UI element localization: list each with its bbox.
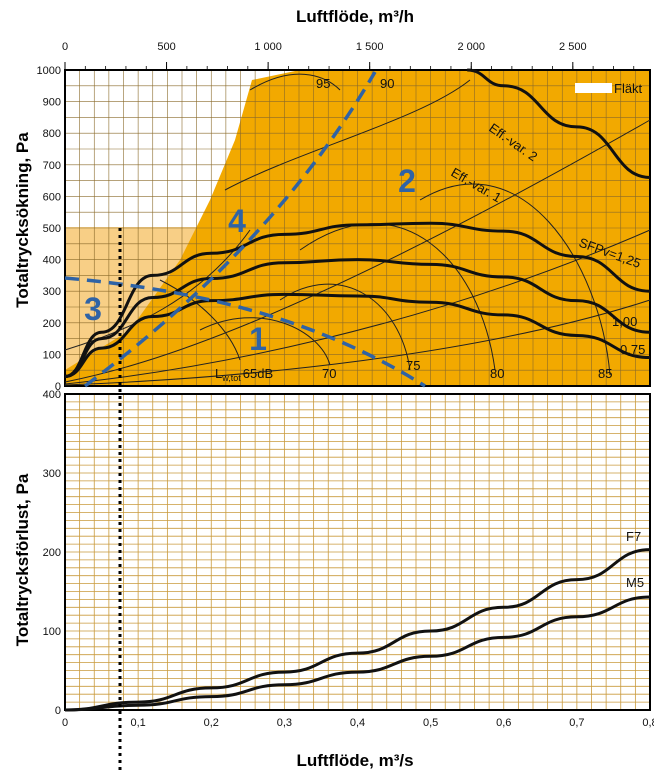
upper-y-tick-label: 1000	[37, 65, 61, 77]
fan-curves	[64, 68, 651, 379]
sound-label-80: 80	[490, 366, 504, 381]
upper-grid	[65, 70, 650, 386]
upper-y-tick-label: 700	[43, 160, 61, 172]
series-label-f7: F7	[626, 529, 641, 544]
bottom-axis-ticks: 0 0,1 0,2 0,3 0,4 0,5 0,6 0,7 0,8	[62, 717, 654, 729]
top-tick-label: 1 000	[254, 41, 282, 53]
upper-y-tick-label: 800	[43, 128, 61, 140]
bottom-tick-label: 0,1	[130, 717, 145, 729]
upper-y-axis-title: Totaltrycksökning, Pa	[13, 132, 32, 308]
upper-y-ticks: 0 100 200 300 400 500 600 700 800 900 1000	[37, 65, 61, 393]
zone-label-1: 1	[249, 321, 267, 357]
upper-y-tick-label: 300	[43, 286, 61, 298]
top-tick-label: 2 500	[559, 41, 587, 53]
sound-label-75: 75	[406, 358, 420, 373]
bottom-tick-label: 0,2	[204, 717, 219, 729]
zone-label-3: 3	[84, 291, 102, 327]
bottom-tick-label: 0,7	[569, 717, 584, 729]
upper-y-tick-label: 600	[43, 191, 61, 203]
series-line-f7	[64, 548, 651, 712]
bottom-tick-label: 0,4	[350, 717, 365, 729]
top-axis-title: Luftflöde, m³/h	[296, 7, 414, 26]
curve-label-sfp075: 0,75	[620, 342, 645, 357]
bottom-tick-label: 0,3	[277, 717, 292, 729]
upper-y-tick-label: 900	[43, 97, 61, 109]
upper-plot-frame	[64, 69, 651, 387]
series-label-m5: M5	[626, 575, 644, 590]
sound-label-90: 90	[380, 76, 394, 91]
sound-label-85: 85	[598, 366, 612, 381]
top-tick-label: 500	[157, 41, 175, 53]
legend-label: Fläkt	[614, 81, 643, 96]
bottom-tick-label: 0	[62, 717, 68, 729]
lower-y-ticks: 0 100 200 300 400	[43, 389, 61, 717]
lower-y-tick-label: 100	[43, 626, 61, 638]
zone-label-4: 4	[228, 203, 246, 239]
fan-curve-3	[64, 221, 651, 379]
sound-label-lwtot: Lw,tot 65dB	[215, 366, 273, 383]
top-tick-label: 1 500	[356, 41, 384, 53]
lower-plot-frame	[64, 393, 651, 711]
sound-label-70: 70	[322, 366, 336, 381]
upper-y-tick-label: 500	[43, 223, 61, 235]
bottom-tick-label: 0,6	[496, 717, 511, 729]
top-tick-label: 0	[62, 41, 68, 53]
lower-y-tick-label: 300	[43, 468, 61, 480]
zone-label-2: 2	[398, 163, 416, 199]
upper-y-tick-label: 200	[43, 318, 61, 330]
series-line-m5	[64, 595, 651, 712]
zone-boundaries	[64, 71, 426, 388]
pressure-loss-series	[64, 548, 651, 712]
lower-y-tick-label: 200	[43, 547, 61, 559]
upper-y-tick-label: 100	[43, 349, 61, 361]
bottom-axis-title: Luftflöde, m³/s	[296, 751, 413, 770]
bottom-tick-label: 0,8	[642, 717, 654, 729]
fan-curve-2	[64, 258, 651, 379]
bottom-tick-label: 0,5	[423, 717, 438, 729]
upper-y-tick-label: 400	[43, 255, 61, 267]
top-axis-ticks: 0 500 1 000 1 500 2 000 2 500	[62, 41, 635, 70]
lower-y-tick-label: 0	[55, 705, 61, 717]
lower-y-axis-title: Totaltrycksförlust, Pa	[13, 473, 32, 646]
lower-y-tick-label: 400	[43, 389, 61, 401]
top-tick-label: 2 000	[457, 41, 485, 53]
fan-curve-4	[467, 68, 651, 179]
curve-label-sfp100: 1,00	[612, 314, 637, 329]
fan-curve-1	[64, 292, 651, 379]
upper-y-tick-label: 0	[55, 381, 61, 393]
lower-grid	[65, 394, 650, 710]
sound-label-95: 95	[316, 76, 330, 91]
